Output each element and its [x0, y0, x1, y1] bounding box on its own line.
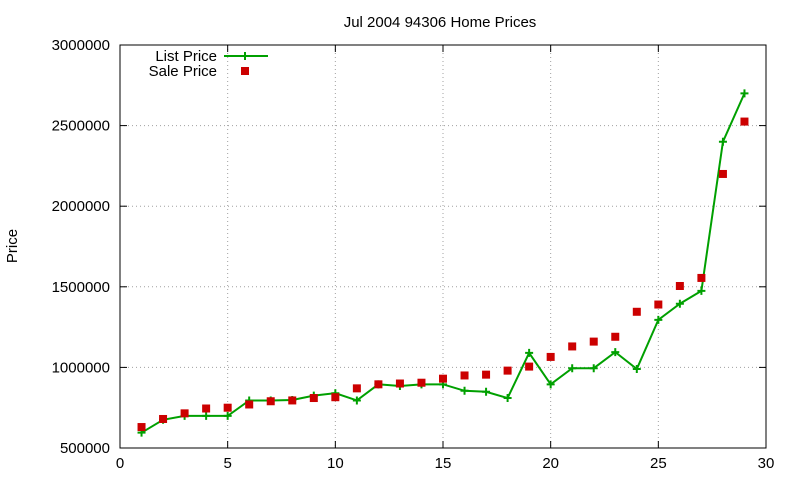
sale-price-point	[439, 374, 447, 383]
legend-plus-marker	[241, 52, 249, 60]
y-tick-label: 500000	[60, 440, 110, 457]
sale-price-point	[654, 300, 663, 309]
x-tick-label: 25	[650, 455, 667, 472]
x-tick-label: 10	[327, 455, 344, 472]
legend-label-sale-price: Sale Price	[149, 63, 217, 80]
list-price-point	[568, 364, 577, 373]
y-tick-label: 2000000	[52, 198, 110, 215]
list-price-point	[697, 286, 706, 295]
series-layer	[137, 89, 749, 437]
list-price-point	[223, 411, 232, 420]
list-price-point	[460, 386, 469, 395]
x-tick-label: 15	[435, 455, 452, 472]
list-price-point	[546, 380, 555, 389]
sale-price-point	[632, 307, 641, 316]
sale-price-point	[740, 117, 749, 126]
sale-price-point	[374, 380, 383, 389]
list-price-point	[589, 364, 598, 373]
x-tick-label: 5	[223, 455, 231, 472]
sale-price-point	[482, 370, 491, 379]
list-price-point	[482, 387, 491, 396]
y-tick-label: 1000000	[52, 359, 110, 376]
list-price-point	[675, 299, 684, 308]
sale-price-point	[245, 400, 254, 409]
legend: List Price Sale Price	[149, 48, 268, 80]
sale-price-point	[675, 281, 684, 290]
list-price-point	[654, 315, 663, 324]
sale-price-point	[525, 362, 534, 371]
y-tick-label: 2500000	[52, 118, 110, 135]
x-tick-label: 0	[116, 455, 124, 472]
sale-price-point	[503, 366, 512, 375]
list-price-point	[503, 394, 512, 403]
y-tick-label: 1500000	[52, 279, 110, 296]
list-price-point	[352, 396, 361, 405]
y-axis-label: Price	[4, 229, 21, 263]
list-price-point	[632, 365, 641, 374]
sale-price-point	[223, 403, 232, 412]
list-price-point	[718, 137, 727, 146]
sale-price-point	[137, 423, 146, 432]
sale-price-point	[568, 342, 577, 351]
sale-price-point	[589, 337, 598, 346]
sale-price-point	[288, 396, 297, 405]
list-price-point	[611, 348, 620, 357]
sale-price-point	[331, 393, 340, 402]
sale-price-point	[266, 397, 275, 406]
list-price-point	[740, 89, 749, 98]
legend-label-list-price: List Price	[155, 48, 217, 65]
sale-price-point	[309, 394, 318, 403]
sale-price-point	[697, 273, 706, 282]
axis-ticks: 0 5 10 15 20 25 30 500000 1000000 1500000 2000000 2…	[52, 37, 775, 472]
legend-square-marker	[241, 67, 249, 75]
sale-price-point	[417, 378, 426, 387]
list-price-point	[202, 411, 211, 420]
sale-price-point	[180, 409, 189, 418]
y-tick-label: 3000000	[52, 37, 110, 54]
x-tick-label: 30	[758, 455, 775, 472]
list-price-point	[525, 348, 534, 357]
sale-price-point	[611, 332, 620, 341]
sale-price-point	[718, 169, 727, 178]
sale-price-point	[202, 404, 211, 413]
sale-price-point	[395, 379, 404, 388]
chart-title: Jul 2004 94306 Home Prices	[344, 14, 537, 31]
x-tick-label: 20	[542, 455, 559, 472]
sale-price-point	[460, 371, 469, 380]
sale-price-point	[546, 352, 555, 361]
sale-price-point	[159, 414, 168, 423]
sale-price-point	[352, 384, 361, 393]
